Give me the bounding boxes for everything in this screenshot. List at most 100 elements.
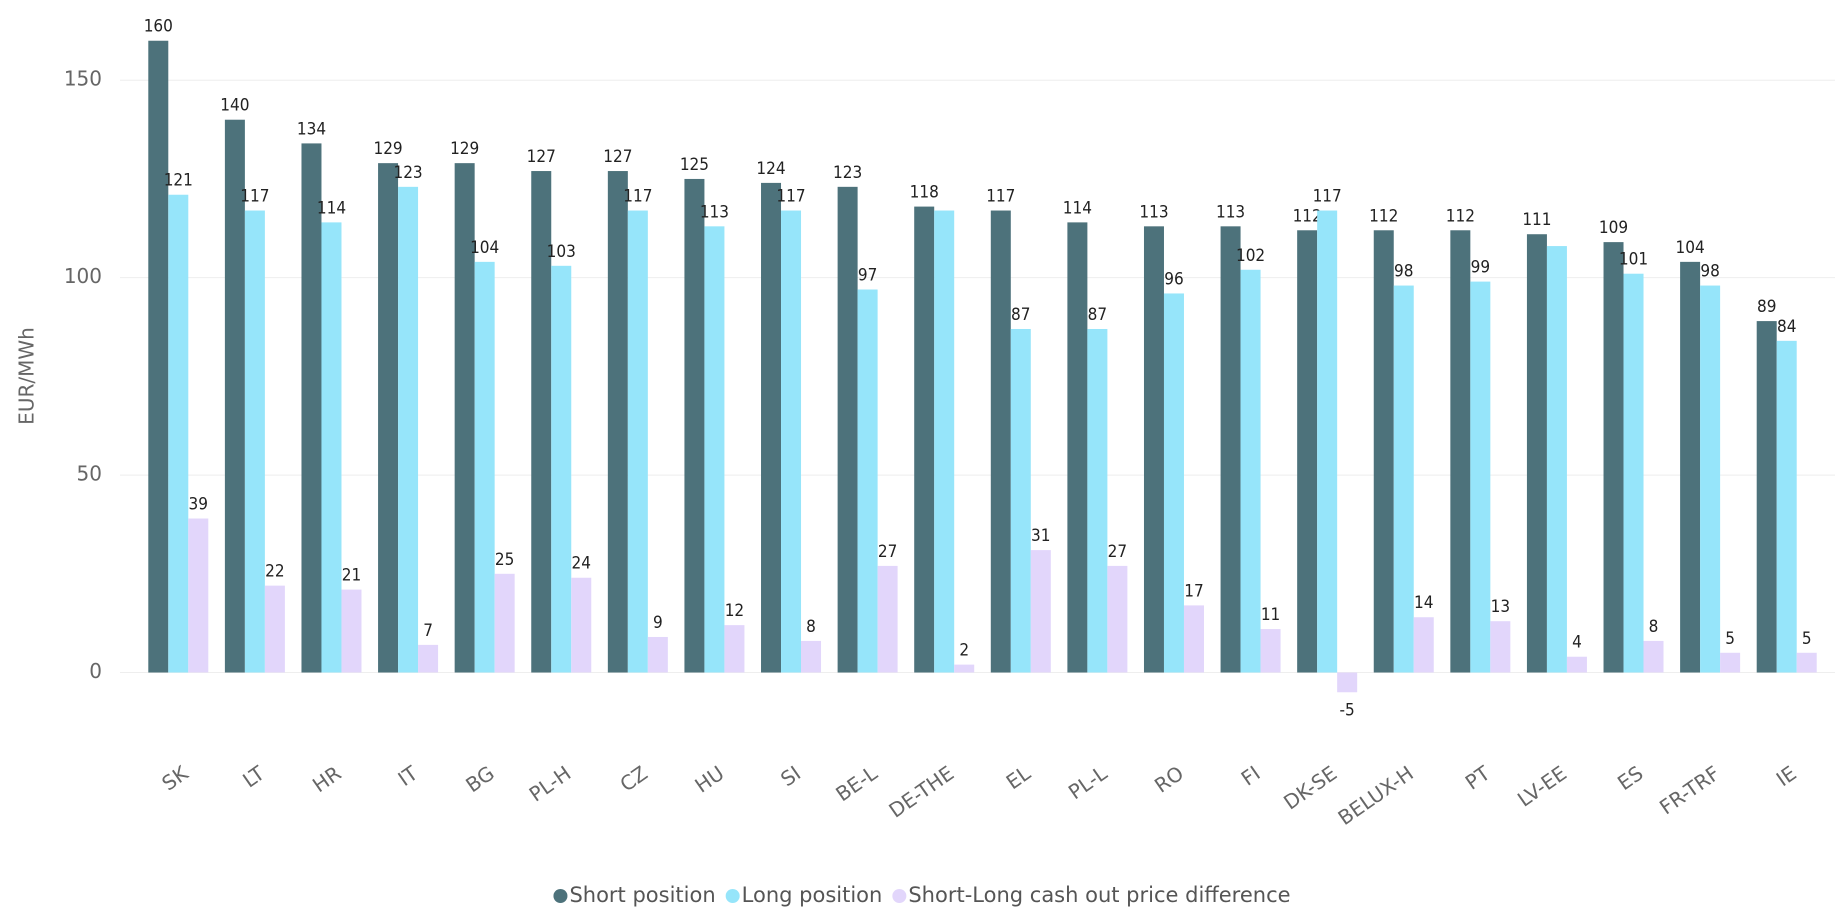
bar xyxy=(551,265,572,673)
x-tick-label: FR-TRF xyxy=(1655,761,1724,819)
data-label: 123 xyxy=(393,163,422,183)
data-label: 7 xyxy=(423,621,433,641)
data-label: 127 xyxy=(603,147,632,167)
bar xyxy=(684,178,705,673)
bar xyxy=(1796,652,1817,673)
bar xyxy=(1107,565,1128,673)
data-label: 12 xyxy=(725,601,744,621)
y-tick-label: 150 xyxy=(64,67,102,91)
data-label: 14 xyxy=(1414,593,1433,613)
bar xyxy=(724,625,745,673)
data-label: 113 xyxy=(1139,202,1168,222)
data-label: 27 xyxy=(878,542,897,562)
bar xyxy=(954,664,975,673)
data-label: 21 xyxy=(342,566,361,586)
legend-marker xyxy=(892,889,907,903)
bar xyxy=(1337,672,1358,693)
bar xyxy=(1220,226,1241,673)
data-label: 17 xyxy=(1184,581,1203,601)
x-tick-label: IE xyxy=(1772,761,1801,791)
data-label: 160 xyxy=(144,17,173,37)
bar xyxy=(1526,234,1547,673)
y-tick-label: 100 xyxy=(64,264,102,288)
x-tick-label: HU xyxy=(690,761,728,798)
x-tick-label: FI xyxy=(1237,761,1265,791)
data-label: 117 xyxy=(776,187,805,207)
bar xyxy=(1183,605,1204,673)
bar xyxy=(1297,230,1318,673)
x-tick-label: BELUX-H xyxy=(1333,761,1417,830)
bar xyxy=(378,163,399,673)
bar xyxy=(264,585,285,673)
x-tick-label: CZ xyxy=(615,761,651,797)
x-tick-label: PL-H xyxy=(525,761,576,807)
data-label: 98 xyxy=(1700,262,1719,282)
bar xyxy=(1490,621,1511,673)
bar xyxy=(301,143,322,673)
data-label: 89 xyxy=(1757,297,1776,317)
y-tick-label: 50 xyxy=(77,462,102,486)
x-tick-label: BG xyxy=(461,761,498,797)
bar xyxy=(1566,656,1587,673)
bar xyxy=(990,210,1011,673)
data-label: 24 xyxy=(572,554,591,574)
bar xyxy=(418,644,439,673)
data-label: 84 xyxy=(1777,317,1796,337)
bar xyxy=(1163,293,1184,673)
data-label: 117 xyxy=(1313,187,1342,207)
x-tick-label: ES xyxy=(1613,761,1648,795)
data-label: 4 xyxy=(1572,633,1582,653)
data-label: 117 xyxy=(240,187,269,207)
bar xyxy=(1720,652,1741,673)
legend-label: Short position xyxy=(569,883,715,907)
data-label: 113 xyxy=(1216,202,1245,222)
bar xyxy=(914,206,935,673)
data-label: 97 xyxy=(858,266,877,286)
bar xyxy=(1067,222,1088,673)
y-tick-label: 0 xyxy=(89,659,102,683)
data-label: 39 xyxy=(189,495,208,515)
data-label: 118 xyxy=(910,183,939,203)
bar xyxy=(1776,340,1797,673)
x-tick-label: SK xyxy=(157,760,193,795)
bar xyxy=(1413,617,1434,673)
data-label: -5 xyxy=(1340,700,1355,720)
bar xyxy=(454,163,475,673)
bar xyxy=(148,40,169,673)
bar xyxy=(1450,230,1471,673)
data-label: 13 xyxy=(1491,597,1510,617)
data-label: 25 xyxy=(495,550,514,570)
data-label: 27 xyxy=(1108,542,1127,562)
bar xyxy=(704,226,725,673)
data-label: 112 xyxy=(1369,206,1398,226)
bar xyxy=(1393,285,1414,673)
data-label: 121 xyxy=(164,171,193,191)
bar xyxy=(168,194,189,673)
bar xyxy=(857,289,878,673)
bar xyxy=(1680,261,1701,673)
data-label: 117 xyxy=(986,187,1015,207)
bar xyxy=(761,182,782,673)
data-label: 111 xyxy=(1522,210,1551,230)
bar xyxy=(1373,230,1394,673)
data-label: 5 xyxy=(1725,629,1735,649)
bar xyxy=(1317,210,1338,673)
bar xyxy=(1546,246,1567,673)
bar xyxy=(188,518,209,673)
data-label: 129 xyxy=(450,139,479,159)
bar xyxy=(1010,328,1031,673)
data-label: 5 xyxy=(1802,629,1812,649)
x-tick-label: SI xyxy=(776,761,805,791)
bar xyxy=(1623,273,1644,673)
x-tick-label: IT xyxy=(393,760,422,790)
data-label: 8 xyxy=(1649,617,1659,637)
bar xyxy=(1603,242,1624,673)
data-label: 114 xyxy=(317,198,346,218)
data-label: 87 xyxy=(1088,305,1107,325)
data-label: 103 xyxy=(547,242,576,262)
data-label: 98 xyxy=(1394,262,1413,282)
bar xyxy=(801,640,822,673)
bar xyxy=(1087,328,1108,673)
data-label: 104 xyxy=(1676,238,1705,258)
